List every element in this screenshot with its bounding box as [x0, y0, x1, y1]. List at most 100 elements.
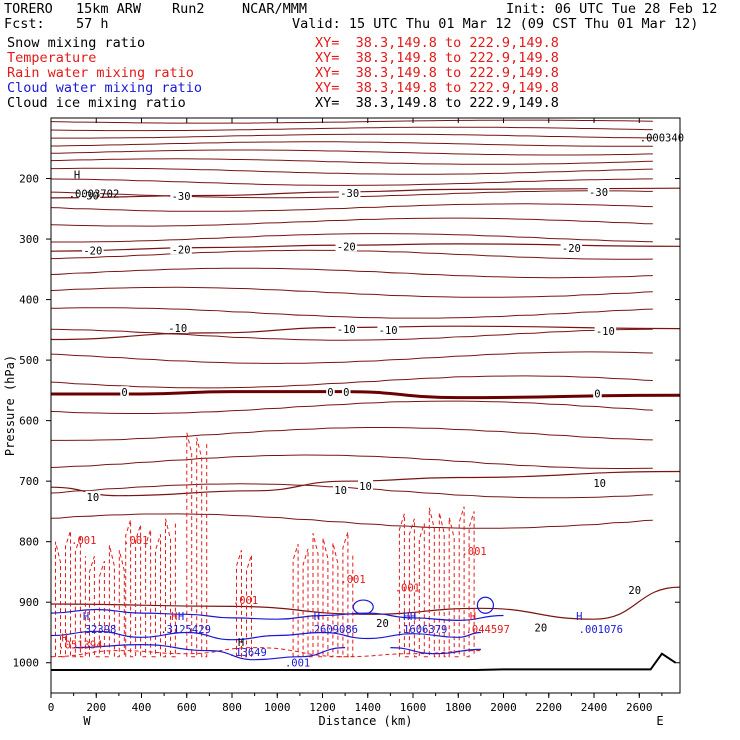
contour-labels: -30 -30 -30 -30-20 -20 -20 -20-10 -10 -10 -100 0 0 0… [58, 132, 684, 669]
terrain-line [51, 652, 677, 671]
rain-contour [50, 647, 481, 658]
cloud-water-contour [73, 643, 346, 661]
isotherm-label-bg [592, 477, 608, 488]
maximum-value-label: .2609086 [307, 624, 358, 636]
x-tick-label: 2600 [626, 701, 653, 714]
isotherm-label-bg [593, 387, 602, 399]
run-label: Run2 [172, 1, 205, 17]
cloud-water-contours [50, 596, 504, 661]
x-tick-label: 800 [222, 701, 242, 714]
y-tick-label: 400 [19, 294, 39, 307]
high-marker: H [178, 611, 184, 623]
rain-water-label: .001 [71, 535, 96, 547]
isotherm-label: -20 [172, 244, 191, 256]
x-tick-label: 1200 [309, 701, 336, 714]
isotherm-label-bg [78, 189, 101, 201]
field-label-snow: Snow mixing ratio [7, 35, 146, 51]
isotherm-label: 20 [376, 618, 389, 630]
field-xy-cloud-water: XY= 38.3,149.8 to 222.9,149.8 [315, 80, 559, 96]
isotherm-label: 10 [359, 481, 372, 493]
cloud-water-contour [390, 647, 481, 655]
isotherm-label-bg [170, 190, 192, 202]
isotherm-label-bg [82, 244, 104, 256]
high-marker: H [61, 632, 67, 644]
cloud-water-contour [476, 596, 495, 614]
isotherm-label-bg [342, 386, 351, 398]
isotherm-line [50, 470, 681, 497]
isotherm-label: 0 [594, 388, 600, 400]
isotherm-label-bg [167, 322, 189, 333]
init-time: Init: 06 UTC Tue 28 Feb 12 [506, 1, 718, 17]
forecast-hours: 57 h [76, 16, 109, 32]
isentrope-line [50, 126, 653, 132]
isentrope-line [50, 400, 653, 415]
maximum-value-label: .32398 [78, 624, 116, 636]
model-name: TORERO [4, 1, 53, 17]
isentrope-line [50, 133, 653, 139]
rain-contour [186, 432, 208, 658]
cloud-water-contour [352, 599, 374, 615]
isotherm-label: -30 [589, 187, 608, 199]
field-xy-temperature: XY= 38.3,149.8 to 222.9,149.8 [315, 50, 559, 66]
high-marker: H [83, 611, 89, 623]
field-label-cloud-ice: Cloud ice mixing ratio [7, 95, 186, 111]
isentrope-line [50, 513, 653, 529]
isotherm-label-bg [594, 325, 617, 337]
isotherm-label-bg [587, 185, 610, 197]
isotherm-label: 0 [343, 387, 349, 399]
field-xy-rain: XY= 38.3,149.8 to 222.9,149.8 [315, 65, 559, 81]
isentrope-line [50, 328, 653, 341]
x-tick-label: 600 [177, 701, 197, 714]
rain-contour [89, 545, 125, 658]
isentrope-line [50, 149, 653, 156]
field-label-temperature: Temperature [7, 50, 97, 66]
isentrope-line [50, 217, 653, 227]
west-end-label: W [83, 714, 91, 728]
valid-time: Valid: 15 UTC Thu 01 Mar 12 (09 CST Thu … [292, 16, 699, 32]
isentrope-line [50, 233, 653, 243]
high-marker: H [74, 169, 80, 181]
maximum-value-label: .000340 [640, 132, 684, 144]
isotherm-line [50, 243, 681, 252]
isentrope-line [50, 307, 653, 319]
y-tick-label: 600 [19, 415, 39, 428]
isentrope-line [50, 141, 653, 147]
rain-water-label: .001 [340, 574, 365, 586]
x-tick-label: 2200 [536, 701, 563, 714]
isentrope-line [50, 375, 653, 389]
cloud-water-contour [50, 608, 504, 622]
isotherm-label: -10 [337, 324, 356, 336]
isotherm-label-bg [358, 480, 373, 491]
isotherm-label-bg [326, 386, 335, 398]
x-tick-label: 1000 [264, 701, 291, 714]
isentrope-line [50, 119, 653, 124]
isotherm-label-bg [533, 621, 549, 633]
maximum-value-label: .001076 [579, 624, 623, 636]
isotherm-label: -20 [562, 243, 581, 255]
isotherm-label: 20 [628, 585, 641, 597]
isotherm-label: -20 [83, 246, 102, 258]
isentrope-line [50, 454, 653, 470]
isentrope-line [50, 351, 653, 364]
y-tick-label: 300 [19, 233, 39, 246]
cloud-water-contour [50, 630, 481, 641]
maximum-value-label: .0003702 [69, 189, 120, 201]
y-axis-title: Pressure (hPa) [3, 355, 17, 456]
isotherm-label-bg [627, 584, 643, 596]
isotherm-label-bg [120, 386, 129, 398]
high-marker: H [470, 611, 476, 623]
isotherm-label: -30 [340, 188, 359, 200]
y-tick-label: 500 [19, 354, 39, 367]
isotherm-label: -30 [80, 190, 99, 202]
x-tick-label: 0 [48, 701, 55, 714]
east-end-label: E [656, 714, 663, 728]
isentrope-line [50, 483, 653, 499]
rain-water-label: .001 [233, 595, 258, 607]
center-label: NCAR/MMM [242, 1, 308, 17]
high-marker: H [314, 611, 320, 623]
isotherm-label-bg [377, 323, 399, 335]
terrain-line [51, 652, 677, 671]
y-tick-label: 800 [19, 536, 39, 549]
